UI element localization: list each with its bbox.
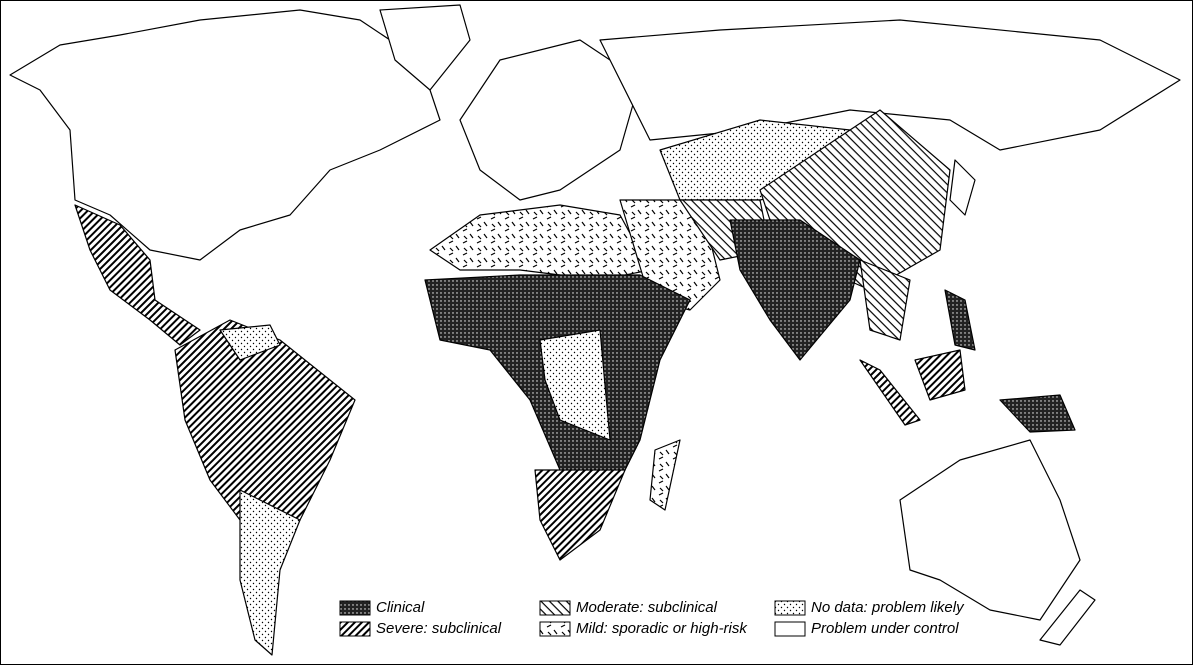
legend-label: Moderate: subclinical [576, 599, 718, 616]
central-america [74, 204, 201, 346]
greenland [379, 4, 471, 91]
southern-cone [239, 489, 301, 656]
southeast-asia [859, 259, 911, 341]
land-masses [9, 4, 1181, 656]
north-america [9, 9, 441, 261]
sumatra [859, 359, 921, 426]
borneo [914, 349, 966, 401]
legend: Clinical Severe: subclinical Moderate: sub… [339, 599, 965, 637]
legend-swatch [539, 621, 571, 637]
legend-swatch [339, 621, 371, 637]
legend-label: Severe: subclinical [376, 620, 502, 637]
legend-swatch [774, 621, 806, 637]
europe [459, 39, 641, 201]
legend-label: Problem under control [811, 620, 959, 637]
india [729, 219, 861, 361]
legend-swatch [774, 600, 806, 616]
australia [899, 439, 1081, 621]
southern-africa [534, 469, 626, 561]
philippines [944, 289, 976, 351]
legend-swatch [539, 600, 571, 616]
central-africa [539, 329, 611, 441]
legend-swatch [339, 600, 371, 616]
new-guinea [999, 394, 1076, 433]
legend-label: Clinical [376, 599, 425, 616]
new-zealand [1039, 589, 1096, 646]
japan [949, 159, 976, 216]
madagascar [649, 439, 681, 511]
venezuela [219, 324, 281, 361]
legend-label: Mild: sporadic or high-risk [576, 620, 748, 637]
legend-label: No data: problem likely [811, 599, 965, 616]
